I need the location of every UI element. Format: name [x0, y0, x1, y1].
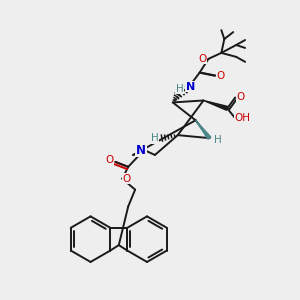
Text: O: O: [105, 155, 113, 165]
Text: O: O: [236, 92, 244, 101]
Text: H: H: [151, 133, 159, 143]
Text: O: O: [122, 174, 130, 184]
Text: O: O: [216, 71, 224, 81]
Text: N: N: [186, 82, 195, 92]
Polygon shape: [196, 120, 211, 139]
Text: N: N: [136, 143, 146, 157]
Text: OH: OH: [234, 113, 250, 123]
Polygon shape: [203, 100, 228, 110]
Text: H: H: [176, 84, 184, 94]
Text: O: O: [198, 54, 207, 64]
Text: H: H: [214, 135, 222, 145]
